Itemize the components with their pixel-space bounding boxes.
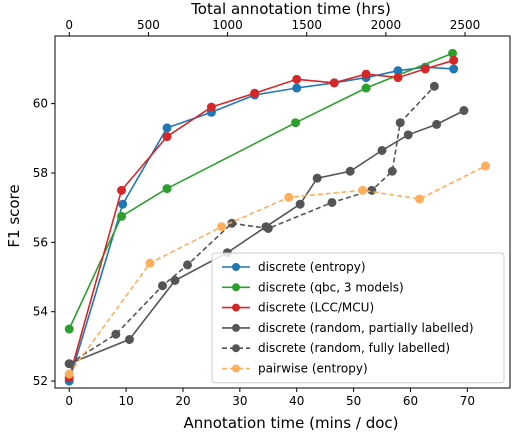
top-x-tick-label: 2000 <box>371 18 402 32</box>
series-line <box>68 109 465 365</box>
series-4 <box>64 106 469 369</box>
series-layer <box>64 48 491 386</box>
plot-frame <box>54 35 511 389</box>
legend-label: pairwise (entropy) <box>258 362 368 376</box>
data-point <box>449 64 459 74</box>
axes-frame <box>54 35 511 389</box>
data-point <box>367 185 377 195</box>
legend-label: discrete (random, partially labelled) <box>258 321 474 335</box>
data-point <box>345 166 355 176</box>
data-point <box>329 78 339 88</box>
y-tick-label: 58 <box>33 166 48 180</box>
legend-label: discrete (LCC/MCU) <box>258 301 374 315</box>
data-point <box>250 88 260 98</box>
series-line <box>68 52 453 330</box>
data-point <box>481 161 491 171</box>
x-tick-label: 10 <box>118 394 133 408</box>
data-point <box>415 194 425 204</box>
x-tick-label: 0 <box>65 394 73 408</box>
data-point <box>459 106 469 116</box>
legend-marker <box>232 323 240 332</box>
legend-label: discrete (entropy) <box>258 260 366 274</box>
x-tick-label: 40 <box>289 394 304 408</box>
data-point <box>295 199 305 209</box>
x-tick-label: 60 <box>403 394 418 408</box>
data-point <box>395 118 405 128</box>
legend-box <box>211 252 505 384</box>
y-tick-label: 54 <box>33 305 48 319</box>
data-point <box>118 199 128 209</box>
x-tick-label: 70 <box>460 394 475 408</box>
x-axis-title: Annotation time (mins / doc) <box>183 414 398 432</box>
data-point <box>291 118 301 128</box>
x-tick-label: 20 <box>175 394 190 408</box>
top-x-tick-label: 500 <box>137 18 160 32</box>
data-point <box>157 281 167 291</box>
data-point <box>284 192 294 202</box>
data-point <box>64 324 74 334</box>
data-point <box>387 166 397 176</box>
data-point <box>206 102 216 112</box>
ticks-layer: 0 10 20 30 40 50 60 70 0 500 1000 1500 2000 2500 52 54 5… <box>33 18 481 408</box>
y-axis-title: F1 score <box>5 184 23 247</box>
top-x-tick-label: 0 <box>65 18 73 32</box>
top-x-tick-label: 2500 <box>450 18 481 32</box>
y-tick-label: 52 <box>33 374 48 388</box>
data-point <box>64 369 74 379</box>
data-point <box>449 55 459 65</box>
data-point <box>292 74 302 84</box>
data-point <box>358 185 368 195</box>
data-point <box>162 123 172 133</box>
x-tick-label: 30 <box>232 394 247 408</box>
legend-marker <box>232 303 240 312</box>
legend-marker <box>232 364 240 373</box>
data-point <box>292 83 302 93</box>
top-x-tick-label: 1000 <box>212 18 243 32</box>
data-point <box>432 119 442 129</box>
data-point <box>327 197 337 207</box>
data-point <box>183 260 193 270</box>
data-point <box>377 145 387 155</box>
legend-marker <box>232 344 240 353</box>
data-point <box>117 211 127 221</box>
legend-marker <box>232 263 240 271</box>
x-tick-label: 50 <box>346 394 361 408</box>
data-point <box>263 223 273 233</box>
data-point <box>117 185 127 195</box>
data-point <box>429 81 439 91</box>
data-point <box>125 334 135 344</box>
data-point <box>162 132 172 142</box>
data-point <box>217 222 227 232</box>
top-x-axis-title: Total annotation time (hrs) <box>190 0 391 18</box>
data-point <box>361 83 371 93</box>
top-x-tick-label: 1500 <box>291 18 322 32</box>
data-point <box>162 184 172 194</box>
data-point <box>393 73 403 83</box>
data-point <box>170 275 180 285</box>
y-tick-label: 56 <box>33 235 48 249</box>
series-2 <box>64 48 458 334</box>
data-point <box>361 69 371 79</box>
legend: discrete (entropy) discrete (qbc, 3 model… <box>211 252 505 384</box>
data-point <box>312 173 322 183</box>
legend-label: discrete (qbc, 3 models) <box>258 280 404 294</box>
data-point <box>403 130 413 140</box>
legend-marker <box>232 283 240 292</box>
series-6 <box>64 161 491 379</box>
data-point <box>145 258 155 268</box>
data-point <box>420 64 430 74</box>
data-point <box>64 359 74 369</box>
data-point <box>111 329 121 339</box>
legend-label: discrete (random, fully labelled) <box>258 341 450 355</box>
y-tick-label: 60 <box>33 97 48 111</box>
